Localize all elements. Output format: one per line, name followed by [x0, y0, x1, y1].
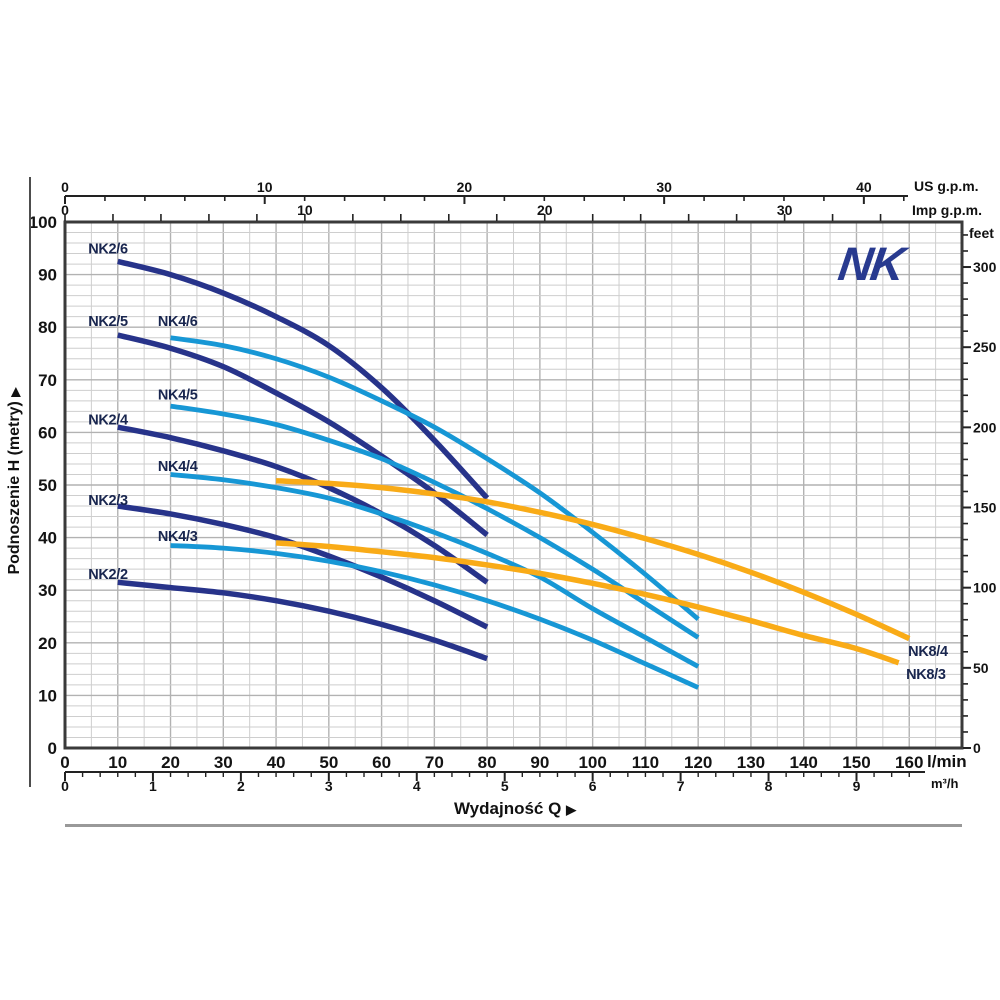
- svg-text:40: 40: [38, 529, 57, 548]
- y-axis-title: Podnoszenie H (metry) ▶: [6, 181, 24, 781]
- nk-brand-logo: NK: [835, 237, 907, 290]
- curve-label-nk4-4: NK4/4: [158, 459, 198, 475]
- svg-text:2: 2: [237, 778, 245, 794]
- curve-label-nk8-3: NK8/3: [906, 667, 946, 683]
- curve-label-nk2-5: NK2/5: [88, 314, 128, 330]
- feet-axis-unit: feet: [969, 225, 994, 241]
- svg-text:50: 50: [38, 476, 57, 495]
- y-axis-arrow-icon: ▶: [8, 387, 22, 397]
- curve-label-nk8-4: NK8/4: [908, 644, 948, 660]
- lmin-axis-unit: l/min: [927, 752, 967, 771]
- svg-text:10: 10: [257, 179, 273, 195]
- curve-nk2-2: [117, 579, 489, 662]
- curve-label-nk4-6: NK4/6: [158, 314, 198, 330]
- plot-frame: [63, 220, 964, 750]
- svg-text:50: 50: [973, 660, 989, 676]
- svg-text:200: 200: [973, 419, 997, 435]
- us-gpm-axis-unit: US g.p.m.: [914, 178, 979, 194]
- feet-axis: 0 50 100 150 200 250 300: [963, 234, 997, 756]
- y-axis-title-text: Podnoszenie H (metry): [6, 401, 23, 575]
- curve-label-nk4-3: NK4/3: [158, 529, 198, 545]
- svg-text:3: 3: [325, 778, 333, 794]
- svg-text:150: 150: [842, 753, 870, 772]
- left-border-rule: [29, 177, 31, 787]
- svg-text:6: 6: [589, 778, 597, 794]
- grid: [64, 221, 963, 749]
- svg-text:100: 100: [578, 753, 606, 772]
- curve-nk8-3: [275, 540, 900, 666]
- svg-text:30: 30: [777, 202, 793, 218]
- curve-nk2-4: [117, 424, 489, 585]
- curve-nk4-5: [170, 403, 700, 640]
- svg-text:30: 30: [656, 179, 672, 195]
- us-gpm-axis: 0 10 20 30 40: [61, 179, 908, 204]
- imp-gpm-axis-unit: Imp g.p.m.: [912, 202, 982, 218]
- curve-nk4-6: [170, 335, 700, 621]
- svg-text:90: 90: [38, 266, 57, 285]
- svg-text:100: 100: [29, 213, 57, 232]
- svg-text:0: 0: [61, 778, 69, 794]
- svg-text:60: 60: [38, 423, 57, 442]
- curve-nk4-4: [170, 472, 700, 669]
- curves: NK2/6 NK2/5 NK4/6 NK4/5 NK2/4 NK4/4 NK2/3 NK4/3…: [88, 242, 948, 690]
- curve-nk4-3: [170, 543, 700, 690]
- svg-text:0: 0: [48, 739, 57, 758]
- imp-gpm-axis: 0 10 20 30: [61, 202, 882, 221]
- svg-text:130: 130: [737, 753, 765, 772]
- svg-text:10: 10: [38, 686, 57, 705]
- curve-nk8-4: [275, 478, 911, 642]
- lmin-axis: 0 10 20 30 40 50 60 70 80 90 100 110 120 130 140 150 160: [60, 753, 923, 772]
- svg-text:20: 20: [457, 179, 473, 195]
- svg-text:300: 300: [973, 259, 997, 275]
- svg-text:20: 20: [537, 202, 553, 218]
- svg-text:30: 30: [38, 581, 57, 600]
- curve-nk2-6: [117, 258, 490, 501]
- svg-text:8: 8: [765, 778, 773, 794]
- meters-axis: 0 10 20 30 40 50 60 70 80 90 100: [29, 213, 57, 758]
- svg-text:10: 10: [297, 202, 313, 218]
- x-axis-arrow-icon: ▶: [566, 802, 577, 817]
- x-axis-title: Wydajność Q ▶: [415, 799, 615, 819]
- svg-text:80: 80: [38, 318, 57, 337]
- svg-text:0: 0: [60, 753, 69, 772]
- svg-text:50: 50: [319, 753, 338, 772]
- svg-text:150: 150: [973, 500, 997, 516]
- svg-text:10: 10: [108, 753, 127, 772]
- m3h-axis: 0 1 2 3 4 5 6 7 8 9: [61, 771, 925, 794]
- curve-label-nk2-6: NK2/6: [88, 242, 128, 258]
- bottom-border-rule: [65, 824, 962, 827]
- svg-text:30: 30: [214, 753, 233, 772]
- svg-text:60: 60: [372, 753, 391, 772]
- svg-text:0: 0: [973, 740, 981, 756]
- svg-text:0: 0: [61, 202, 69, 218]
- curve-label-nk2-3: NK2/3: [88, 493, 128, 509]
- svg-text:0: 0: [61, 179, 69, 195]
- x-axis-title-text: Wydajność Q: [453, 799, 562, 818]
- svg-text:9: 9: [853, 778, 861, 794]
- svg-text:110: 110: [632, 753, 659, 772]
- svg-text:70: 70: [38, 371, 57, 390]
- svg-text:140: 140: [790, 753, 818, 772]
- svg-text:160: 160: [895, 753, 923, 772]
- svg-text:100: 100: [973, 580, 997, 596]
- svg-text:7: 7: [677, 778, 685, 794]
- svg-text:20: 20: [161, 753, 180, 772]
- svg-text:40: 40: [267, 753, 286, 772]
- svg-text:40: 40: [856, 179, 872, 195]
- svg-text:250: 250: [973, 339, 997, 355]
- svg-text:1: 1: [149, 778, 157, 794]
- m3h-axis-unit: m³/h: [931, 776, 959, 791]
- svg-text:70: 70: [425, 753, 444, 772]
- svg-text:120: 120: [684, 753, 712, 772]
- curve-label-nk4-5: NK4/5: [158, 387, 198, 403]
- svg-text:20: 20: [38, 634, 57, 653]
- curve-label-nk2-2: NK2/2: [88, 567, 128, 583]
- svg-text:5: 5: [501, 778, 509, 794]
- curve-label-nk2-4: NK2/4: [88, 413, 128, 429]
- svg-text:4: 4: [413, 778, 421, 794]
- svg-text:90: 90: [530, 753, 549, 772]
- svg-text:80: 80: [478, 753, 497, 772]
